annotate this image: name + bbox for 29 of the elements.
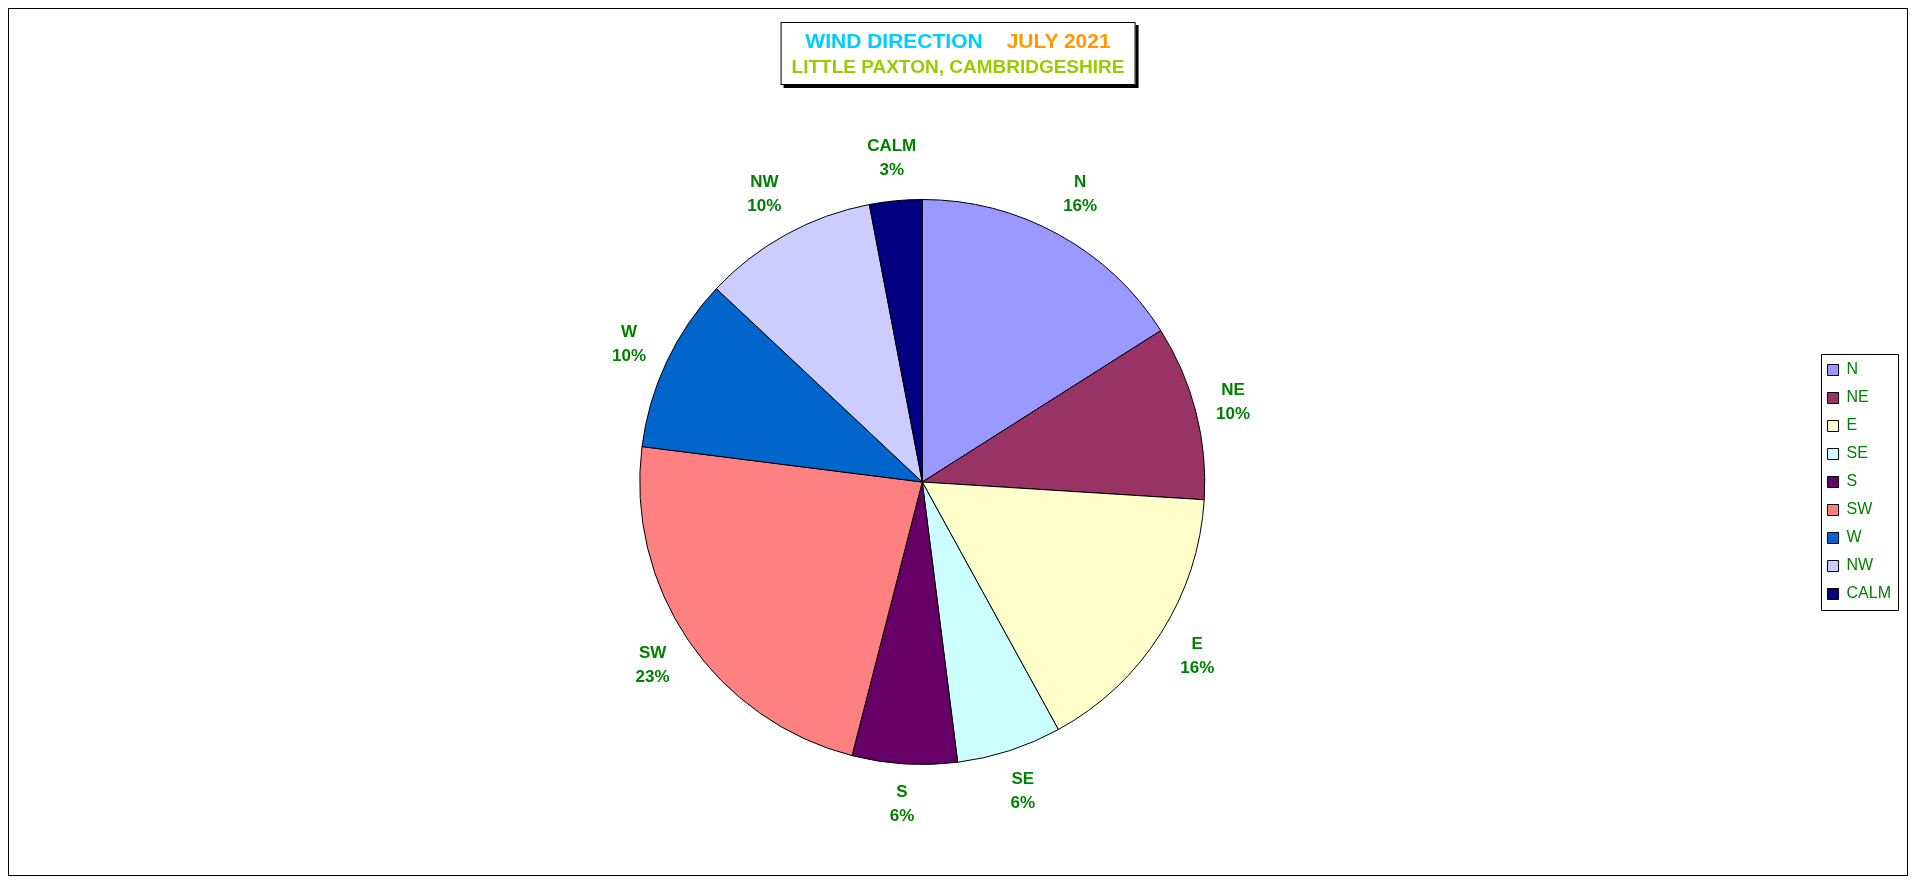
legend-label: W <box>1846 528 1863 546</box>
slice-label: E <box>1191 634 1203 654</box>
legend-label: CALM <box>1846 584 1891 602</box>
slice-label: S <box>896 782 908 802</box>
data-label: 16% <box>1180 658 1215 678</box>
legend-label: SE <box>1846 444 1868 462</box>
legend-label: SW <box>1846 500 1874 518</box>
slice-label: W <box>620 321 638 341</box>
legend-label: S <box>1846 472 1858 490</box>
chart-title: WIND DIRECTION JULY 2021 <box>805 29 1111 52</box>
legend-label: NE <box>1846 388 1869 406</box>
chart-subtitle: LITTLE PAXTON, CAMBRIDGESHIRE <box>791 55 1125 79</box>
legend-label: E <box>1846 416 1858 434</box>
data-label: 6% <box>1010 792 1036 812</box>
data-label: 23% <box>635 666 670 686</box>
data-label: 16% <box>1063 196 1098 216</box>
data-label: 10% <box>747 196 782 216</box>
legend-label: NW <box>1846 556 1875 574</box>
slice-label: N <box>1074 172 1087 192</box>
slice-label: SE <box>1011 768 1035 788</box>
data-label: 6% <box>889 806 915 826</box>
legend-label: N <box>1846 360 1859 378</box>
data-label: 10% <box>1216 403 1251 423</box>
slice-label: NE <box>1221 379 1245 399</box>
slice-label: CALM <box>867 136 917 156</box>
data-label: 3% <box>879 160 905 180</box>
slice-label: SW <box>638 642 668 662</box>
data-label: 10% <box>611 345 647 365</box>
slice-label: NW <box>750 172 780 192</box>
